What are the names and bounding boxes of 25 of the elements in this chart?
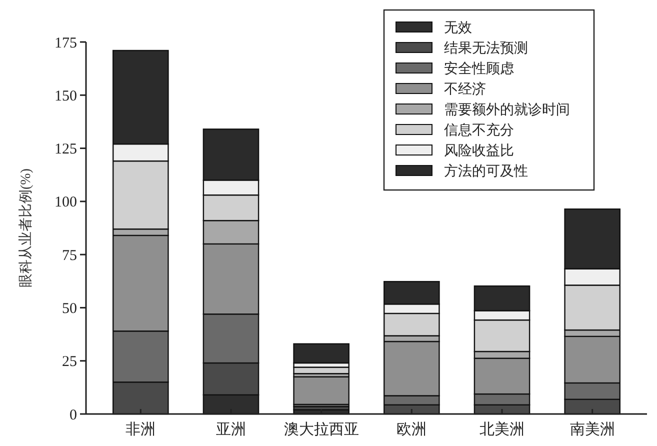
legend-label: 信息不充分 <box>444 122 514 138</box>
y-tick-label: 125 <box>54 142 77 158</box>
y-tick-label: 75 <box>62 248 77 264</box>
legend-label: 不经济 <box>444 81 486 98</box>
y-tick-label: 100 <box>54 194 77 211</box>
y-tick-label: 175 <box>54 35 77 52</box>
x-tick-label: 北美洲 <box>480 421 525 438</box>
y-tick-label: 50 <box>62 300 77 317</box>
legend-label: 无效 <box>444 20 472 36</box>
y-axis-title: 眼科从业者比例(%) <box>18 168 34 288</box>
x-tick-label: 南美洲 <box>570 421 615 438</box>
legend-label: 需要额外的就诊时间 <box>444 102 570 118</box>
bar <box>293 376 350 406</box>
legend-label: 安全性顾虑 <box>444 60 514 77</box>
y-tick-label: 150 <box>54 88 77 104</box>
x-tick-label: 澳大拉西亚 <box>284 421 359 438</box>
x-tick-label: 亚洲 <box>216 421 246 438</box>
legend-label: 方法的可及性 <box>444 163 528 180</box>
bar <box>293 343 350 364</box>
y-tick-label: 0 <box>70 407 77 424</box>
y-tick-label: 25 <box>62 354 77 370</box>
x-tick-label: 非洲 <box>126 421 156 438</box>
legend-label: 风险收益比 <box>444 142 514 159</box>
legend-label: 结果无法预测 <box>444 40 528 56</box>
x-tick-label: 欧洲 <box>396 421 427 438</box>
